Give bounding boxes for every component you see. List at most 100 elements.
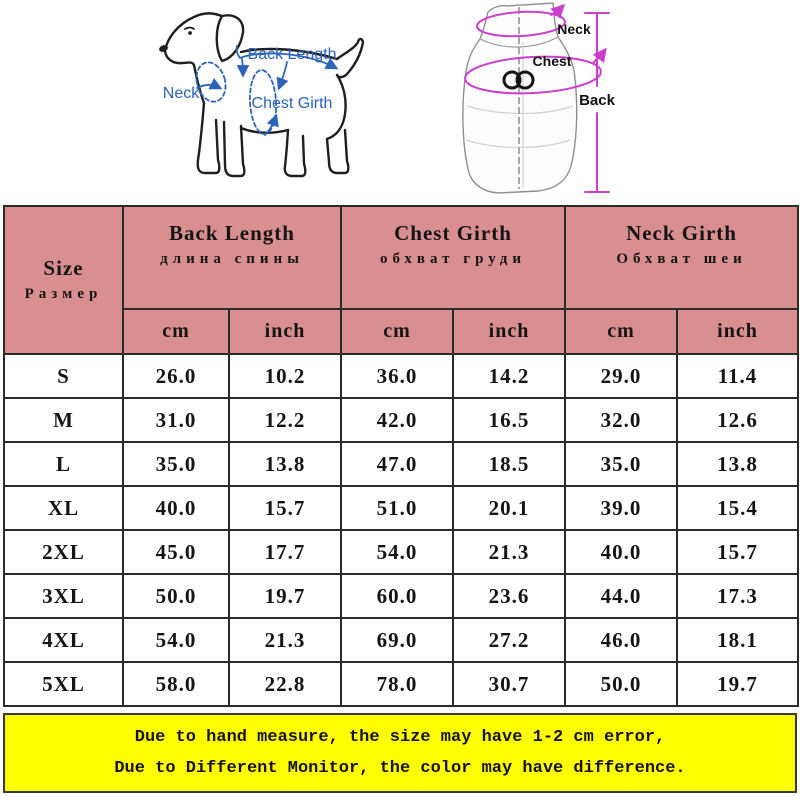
- value-cell: 46.0: [564, 617, 679, 663]
- value-cell: 20.1: [451, 485, 567, 531]
- value-cell: 40.0: [122, 485, 230, 531]
- dog-chest-girth-label: Chest Girth: [252, 95, 333, 112]
- size-cell: 2XL: [3, 529, 124, 575]
- size-cell: 3XL: [3, 573, 124, 619]
- dog-back-length-label: Back Length: [248, 46, 337, 63]
- value-cell: 17.7: [228, 529, 342, 575]
- table-row: 4XL 54.0 21.3 69.0 27.2 46.0 18.1: [3, 617, 800, 663]
- unit-header-cm: cm: [122, 308, 230, 355]
- table-row: 2XL 45.0 17.7 54.0 21.3 40.0 15.7: [3, 529, 800, 575]
- neck-girth-header-ru: Обхват шеи: [616, 251, 747, 268]
- neck-girth-header-en: Neck Girth: [626, 221, 737, 245]
- value-cell: 50.0: [564, 661, 679, 707]
- size-header-ru: Размер: [24, 285, 103, 302]
- chest-girth-header-ru: обхват груди: [380, 251, 527, 268]
- disclaimer-line-1: Due to hand measure, the size may have 1…: [134, 727, 666, 747]
- value-cell: 12.2: [228, 397, 342, 443]
- value-cell: 54.0: [122, 617, 230, 663]
- value-cell: 47.0: [340, 441, 454, 487]
- value-cell: 29.0: [564, 353, 679, 399]
- value-cell: 45.0: [122, 529, 230, 575]
- value-cell: 21.3: [451, 529, 567, 575]
- dog-measurement-lines: [195, 45, 339, 136]
- value-cell: 51.0: [340, 485, 454, 531]
- value-cell: 12.6: [676, 397, 800, 443]
- size-cell: L: [3, 441, 124, 487]
- value-cell: 60.0: [340, 573, 454, 619]
- value-cell: 19.7: [676, 661, 800, 707]
- value-cell: 69.0: [340, 617, 454, 663]
- vest-chest-label: Chest: [533, 53, 572, 69]
- back-length-header-en: Back Length: [169, 221, 295, 245]
- size-table: Size Размер Back Length длина спины Ches…: [3, 205, 800, 707]
- value-cell: 54.0: [340, 529, 454, 575]
- value-cell: 22.8: [228, 661, 342, 707]
- dog-measurement-diagram: Back Length Neck Chest Girth: [159, 12, 365, 178]
- table-row: 3XL 50.0 19.7 60.0 23.6 44.0 17.3: [3, 573, 800, 619]
- value-cell: 21.3: [228, 617, 342, 663]
- table-row: L 35.0 13.8 47.0 18.5 35.0 13.8: [3, 441, 800, 487]
- value-cell: 42.0: [340, 397, 454, 443]
- size-cell: M: [3, 397, 124, 443]
- value-cell: 40.0: [564, 529, 679, 575]
- neck-girth-column-header: Neck Girth Обхват шеи: [564, 205, 800, 310]
- dog-nose: [159, 45, 168, 52]
- value-cell: 35.0: [564, 441, 679, 487]
- unit-header-cm: cm: [564, 308, 679, 355]
- value-cell: 17.3: [676, 573, 800, 619]
- size-column-header: Size Размер: [3, 205, 124, 355]
- value-cell: 58.0: [122, 661, 230, 707]
- vest-d-ring: [515, 70, 535, 90]
- disclaimer-line-2: Due to Different Monitor, the color may …: [114, 759, 686, 779]
- value-cell: 15.7: [676, 529, 800, 575]
- size-cell: XL: [3, 485, 124, 531]
- value-cell: 13.8: [228, 441, 342, 487]
- table-row: S 26.0 10.2 36.0 14.2 29.0 11.4: [3, 353, 800, 399]
- value-cell: 26.0: [122, 353, 230, 399]
- size-cell: 5XL: [3, 661, 124, 707]
- unit-header-cm: cm: [340, 308, 454, 355]
- measurement-illustrations: Back Length Neck Chest Girth: [0, 0, 800, 205]
- vest-back-label: Back: [579, 92, 616, 109]
- dog-eye: [188, 31, 192, 35]
- value-cell: 30.7: [451, 661, 567, 707]
- disclaimer-banner: Due to hand measure, the size may have 1…: [3, 713, 797, 793]
- value-cell: 35.0: [122, 441, 230, 487]
- value-cell: 50.0: [122, 573, 230, 619]
- vest-measurement-lines: [464, 3, 610, 193]
- chest-girth-column-header: Chest Girth обхват груди: [339, 205, 567, 310]
- table-row: 5XL 58.0 22.8 78.0 30.7 50.0 19.7: [3, 661, 800, 707]
- unit-header-inch: inch: [228, 308, 342, 355]
- vest-outline: [462, 2, 578, 194]
- vest-d-ring: [502, 70, 522, 90]
- value-cell: 31.0: [122, 397, 230, 443]
- size-cell: S: [3, 353, 124, 399]
- size-cell: 4XL: [3, 617, 124, 663]
- value-cell: 36.0: [340, 353, 454, 399]
- dog-neck-label: Neck: [163, 85, 200, 102]
- value-cell: 32.0: [564, 397, 679, 443]
- value-cell: 27.2: [451, 617, 567, 663]
- value-cell: 44.0: [564, 573, 679, 619]
- value-cell: 10.2: [228, 353, 342, 399]
- back-length-column-header: Back Length длина спины: [122, 205, 342, 310]
- value-cell: 78.0: [340, 661, 454, 707]
- value-cell: 23.6: [451, 573, 567, 619]
- table-row: M 31.0 12.2 42.0 16.5 32.0 12.6: [3, 397, 800, 443]
- value-cell: 39.0: [564, 485, 679, 531]
- value-cell: 18.5: [451, 441, 567, 487]
- value-cell: 13.8: [676, 441, 800, 487]
- value-cell: 18.1: [676, 617, 800, 663]
- value-cell: 19.7: [228, 573, 342, 619]
- back-length-header-ru: длина спины: [160, 251, 304, 268]
- unit-header-inch: inch: [676, 308, 800, 355]
- unit-header-inch: inch: [451, 308, 567, 355]
- value-cell: 15.7: [228, 485, 342, 531]
- vest-measurement-diagram: Neck Chest Back: [462, 2, 616, 194]
- table-row: XL 40.0 15.7 51.0 20.1 39.0 15.4: [3, 485, 800, 531]
- value-cell: 16.5: [451, 397, 567, 443]
- value-cell: 11.4: [676, 353, 800, 399]
- size-header-en: Size: [43, 255, 84, 280]
- vest-neck-label: Neck: [557, 21, 591, 37]
